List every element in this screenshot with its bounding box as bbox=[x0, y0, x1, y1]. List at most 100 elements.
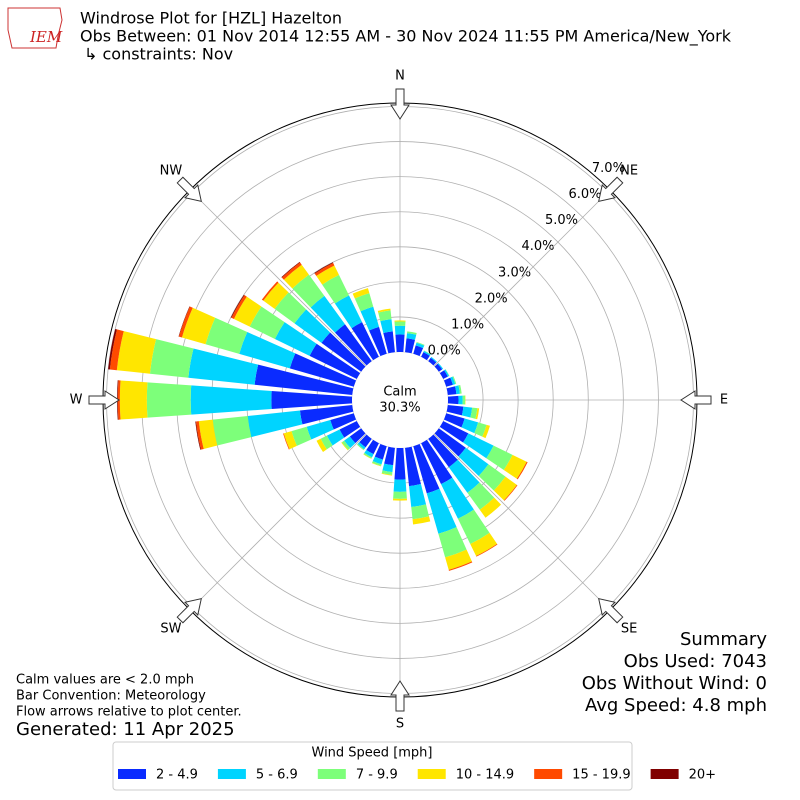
logo-outline bbox=[7, 7, 63, 49]
bar-segment bbox=[334, 324, 372, 366]
note: Flow arrows relative to plot center. bbox=[16, 705, 242, 720]
bar-segment bbox=[482, 424, 490, 439]
bar-segment bbox=[479, 497, 502, 518]
bar-segment bbox=[478, 464, 506, 491]
bar-segment bbox=[271, 391, 353, 409]
direction-label: SW bbox=[160, 622, 181, 637]
bar-segment bbox=[434, 428, 466, 457]
bar-segment bbox=[445, 549, 472, 570]
bar-segment bbox=[326, 429, 345, 446]
bar-segment bbox=[149, 339, 194, 378]
spoke bbox=[189, 433, 367, 611]
bar-segment bbox=[233, 296, 262, 327]
bar-segment bbox=[178, 306, 190, 337]
bar-segment bbox=[439, 421, 469, 443]
bar-segment bbox=[344, 436, 356, 448]
bar-segment bbox=[372, 461, 382, 467]
bar-segment bbox=[446, 405, 464, 416]
bar-segment bbox=[369, 326, 387, 357]
bar-segment bbox=[503, 454, 527, 479]
bar-segment bbox=[299, 405, 354, 425]
legend-label: 2 - 4.9 bbox=[156, 768, 198, 783]
bar-segment bbox=[181, 307, 216, 345]
bar-segment bbox=[291, 426, 312, 446]
bar-segment bbox=[405, 338, 416, 354]
bar-segment bbox=[378, 310, 392, 322]
direction-label: W bbox=[70, 393, 83, 408]
flow-arrow bbox=[176, 176, 202, 202]
spoke bbox=[433, 189, 611, 367]
bar-segment bbox=[423, 350, 431, 356]
bar-segment bbox=[364, 449, 374, 458]
legend-swatch bbox=[317, 769, 346, 779]
bar-segment bbox=[430, 356, 437, 363]
bar-segment bbox=[409, 484, 427, 508]
bar-segment bbox=[283, 264, 309, 289]
bar-segment bbox=[434, 363, 443, 372]
direction-label: SE bbox=[621, 622, 637, 637]
spoke bbox=[189, 189, 367, 367]
bar-segment bbox=[448, 561, 473, 571]
note: Bar Convention: Meteorology bbox=[16, 689, 206, 704]
bar-segment bbox=[463, 433, 494, 459]
bar-segment bbox=[448, 459, 480, 493]
note: Calm values are < 2.0 mph bbox=[16, 673, 194, 688]
bar-segment bbox=[437, 363, 444, 370]
bar-segment bbox=[294, 309, 331, 343]
bar-segment bbox=[309, 343, 361, 379]
bar-segment bbox=[351, 322, 379, 361]
logo-text: IEM bbox=[29, 28, 63, 46]
chart-title: Windrose Plot for [HZL] Hazelton bbox=[80, 9, 342, 28]
bar-segment bbox=[439, 370, 448, 379]
r-tick-label: 2.0% bbox=[475, 291, 508, 306]
bar-segment bbox=[458, 384, 462, 394]
bar-segment bbox=[281, 261, 301, 278]
calm-circle bbox=[352, 352, 448, 448]
bar-segment bbox=[407, 331, 417, 335]
bar-segment bbox=[380, 319, 393, 334]
bar-segment bbox=[314, 262, 334, 274]
bar-segment bbox=[292, 274, 325, 308]
bar-segment bbox=[352, 288, 370, 299]
bar-segment bbox=[450, 376, 456, 385]
bar-segment bbox=[230, 294, 245, 318]
bar-segment bbox=[406, 333, 417, 340]
bar-segment bbox=[411, 504, 430, 520]
legend-label: 20+ bbox=[689, 768, 716, 783]
bar-segment bbox=[274, 292, 307, 324]
bar-segment bbox=[412, 516, 431, 525]
bar-segment bbox=[458, 447, 489, 476]
bar-segment bbox=[195, 421, 201, 450]
bar-segment bbox=[310, 295, 345, 333]
direction-label: N bbox=[395, 69, 405, 84]
bar-segment bbox=[443, 413, 465, 428]
bar-segment bbox=[254, 364, 354, 395]
bar-segment bbox=[392, 498, 408, 501]
bar-segment bbox=[316, 265, 339, 285]
bar-segment bbox=[339, 421, 361, 438]
bar-segment bbox=[306, 419, 334, 440]
bar-segment bbox=[330, 413, 357, 430]
bar-segment bbox=[212, 416, 252, 446]
bar-segment bbox=[461, 418, 479, 434]
bar-segment bbox=[314, 262, 335, 276]
bar-segment bbox=[316, 438, 327, 452]
bar-segment bbox=[441, 477, 474, 519]
bar-segment bbox=[334, 295, 363, 329]
bar-segment bbox=[503, 484, 518, 501]
bar-segment bbox=[320, 435, 333, 450]
bar-segment bbox=[428, 357, 437, 366]
bar-segment bbox=[462, 395, 466, 405]
bar-segment bbox=[446, 386, 457, 395]
legend-swatch bbox=[217, 769, 246, 779]
bar-segment bbox=[382, 463, 394, 473]
bar-segment bbox=[263, 282, 289, 309]
bar-segment bbox=[363, 452, 373, 459]
bar-segment bbox=[421, 439, 453, 485]
bar-segment bbox=[405, 446, 421, 487]
bar-segment bbox=[381, 473, 393, 476]
legend-swatch bbox=[650, 769, 679, 779]
bar-segment bbox=[421, 352, 430, 361]
summary-line: Obs Used: 7043 bbox=[624, 651, 767, 672]
